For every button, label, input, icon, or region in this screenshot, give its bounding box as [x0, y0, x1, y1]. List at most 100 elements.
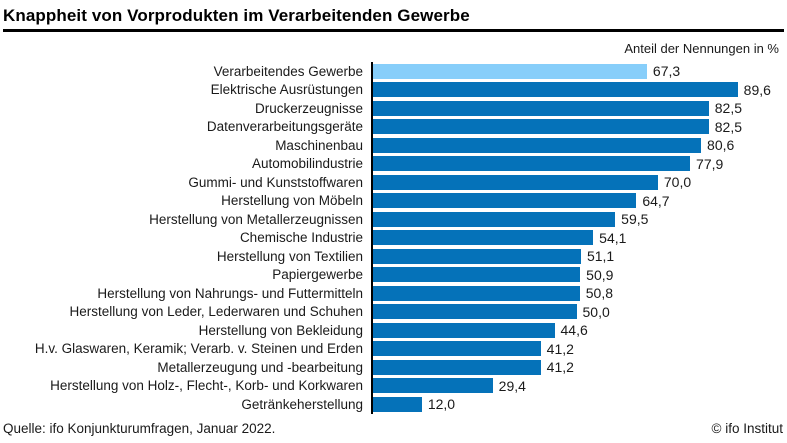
chart-row: Herstellung von Leder, Lederwaren und Sc…: [0, 302, 787, 321]
category-label: H.v. Glaswaren, Keramik; Verarb. v. Stei…: [34, 341, 363, 357]
value-label: 59,5: [621, 211, 649, 228]
chart-row: Papiergewerbe 50,9: [0, 265, 787, 284]
chart-row: Gummi- und Kunststoffwaren 70,0: [0, 173, 787, 192]
value-label: 67,3: [652, 63, 681, 80]
bar: [373, 396, 422, 412]
value-label: 64,7: [642, 192, 670, 209]
category-label: Papiergewerbe: [272, 267, 363, 283]
bar: [373, 359, 541, 375]
category-label: Herstellung von Möbeln: [221, 193, 363, 209]
bar: [373, 322, 555, 338]
category-label: Herstellung von Textilien: [216, 248, 363, 264]
plot-area: 80,6: [371, 136, 787, 155]
bar: [373, 174, 658, 190]
bar: [373, 100, 709, 116]
category-label: Druckerzeugnisse: [254, 100, 363, 116]
axis-unit-label: Anteil der Nennungen in %: [624, 41, 779, 56]
bar: [373, 119, 709, 135]
category-label: Maschinenbau: [275, 137, 363, 153]
category-label: Chemische Industrie: [239, 230, 363, 246]
chart-row: Chemische Industrie 54,1: [0, 228, 787, 247]
category-label: Gummi- und Kunststoffwaren: [188, 174, 363, 190]
value-label: 54,1: [599, 229, 627, 246]
bar: [373, 82, 738, 98]
category-label: Metallerzeugung und -bearbeitung: [157, 359, 363, 375]
bar: [373, 248, 581, 264]
category-label: Elektrische Ausrüstungen: [210, 82, 363, 98]
value-label: 29,4: [498, 377, 526, 394]
value-label: 44,6: [560, 322, 588, 339]
plot-area: 44,6: [371, 321, 787, 340]
chart-footer: Quelle: ifo Konjunkturumfragen, Januar 2…: [0, 421, 787, 436]
category-label: Automobilindustrie: [251, 156, 363, 172]
chart-row: Druckerzeugnisse 82,5: [0, 99, 787, 118]
plot-area: 64,7: [371, 191, 787, 210]
bar: [373, 341, 541, 357]
chart-row: Metallerzeugung und -bearbeitung 41,2: [0, 358, 787, 377]
plot-area: 77,9: [371, 154, 787, 173]
value-label: 82,5: [714, 118, 743, 135]
value-label: 50,9: [586, 266, 614, 283]
bar: [373, 137, 702, 153]
value-label: 70,0: [663, 174, 692, 191]
chart-rows: Verarbeitendes Gewerbe 67,3 Elektrische Au…: [0, 62, 787, 414]
plot-area: 70,0: [371, 173, 787, 192]
bar-chart: Verarbeitendes Gewerbe 67,3 Elektrische Au…: [0, 62, 787, 414]
category-label: Herstellung von Metallerzeugnissen: [149, 211, 363, 227]
bar: [373, 230, 594, 246]
chart-row: Datenverarbeitungsgeräte 82,5: [0, 117, 787, 136]
plot-area: 29,4: [371, 376, 787, 395]
plot-area: 54,1: [371, 228, 787, 247]
chart-row: Elektrische Ausrüstungen 89,6: [0, 80, 787, 99]
category-label: Verarbeitendes Gewerbe: [213, 63, 363, 79]
chart-row: Automobilindustrie 77,9: [0, 154, 787, 173]
value-label: 41,2: [546, 340, 574, 357]
plot-area: 50,0: [371, 302, 787, 321]
value-label: 51,1: [586, 248, 615, 265]
chart-header: Knappheit von Vorprodukten im Verarbeite…: [0, 0, 787, 32]
plot-area: 50,8: [371, 284, 787, 303]
value-label: 82,5: [714, 100, 743, 117]
chart-row: Herstellung von Bekleidung 44,6: [0, 321, 787, 340]
category-label: Datenverarbeitungsgeräte: [206, 119, 363, 135]
plot-area: 50,9: [371, 265, 787, 284]
value-label: 77,9: [696, 155, 724, 172]
value-label: 80,6: [707, 137, 735, 154]
category-label: Herstellung von Bekleidung: [198, 322, 363, 338]
plot-area: 59,5: [371, 210, 787, 229]
copyright-note: © ifo Institut: [711, 420, 783, 436]
bar: [373, 378, 493, 394]
bar: [373, 193, 637, 209]
source-note: Quelle: ifo Konjunkturumfragen, Januar 2…: [3, 420, 276, 436]
chart-title: Knappheit von Vorprodukten im Verarbeite…: [3, 6, 470, 25]
chart-row: Herstellung von Holz-, Flecht-, Korb- un…: [0, 376, 787, 395]
bar: [373, 285, 580, 301]
chart-row: Getränkeherstellung 12,0: [0, 395, 787, 414]
plot-area: 41,2: [371, 339, 787, 358]
plot-area: 89,6: [371, 80, 787, 99]
chart-row: Herstellung von Möbeln 64,7: [0, 191, 787, 210]
title-divider: [3, 29, 784, 32]
value-label: 89,6: [743, 81, 771, 98]
chart-row: H.v. Glaswaren, Keramik; Verarb. v. Stei…: [0, 339, 787, 358]
value-label: 50,0: [582, 303, 610, 320]
value-label: 12,0: [427, 396, 456, 413]
plot-area: 82,5: [371, 99, 787, 118]
chart-row: Herstellung von Nahrungs- und Futtermitt…: [0, 284, 787, 303]
bar-highlight: [373, 63, 647, 79]
chart-row: Maschinenbau 80,6: [0, 136, 787, 155]
bar: [373, 267, 581, 283]
category-label: Herstellung von Leder, Lederwaren und Sc…: [69, 304, 363, 320]
bar: [373, 211, 616, 227]
plot-area: 67,3: [371, 62, 787, 81]
plot-area: 12,0: [371, 395, 787, 414]
category-label: Herstellung von Holz-, Flecht-, Korb- un…: [50, 378, 363, 394]
plot-area: 41,2: [371, 358, 787, 377]
category-label: Herstellung von Nahrungs- und Futtermitt…: [97, 285, 363, 301]
bar: [373, 156, 691, 172]
chart-row: Herstellung von Metallerzeugnissen 59,5: [0, 210, 787, 229]
chart-row: Verarbeitendes Gewerbe 67,3: [0, 62, 787, 81]
category-label: Getränkeherstellung: [241, 396, 363, 412]
plot-area: 51,1: [371, 247, 787, 266]
